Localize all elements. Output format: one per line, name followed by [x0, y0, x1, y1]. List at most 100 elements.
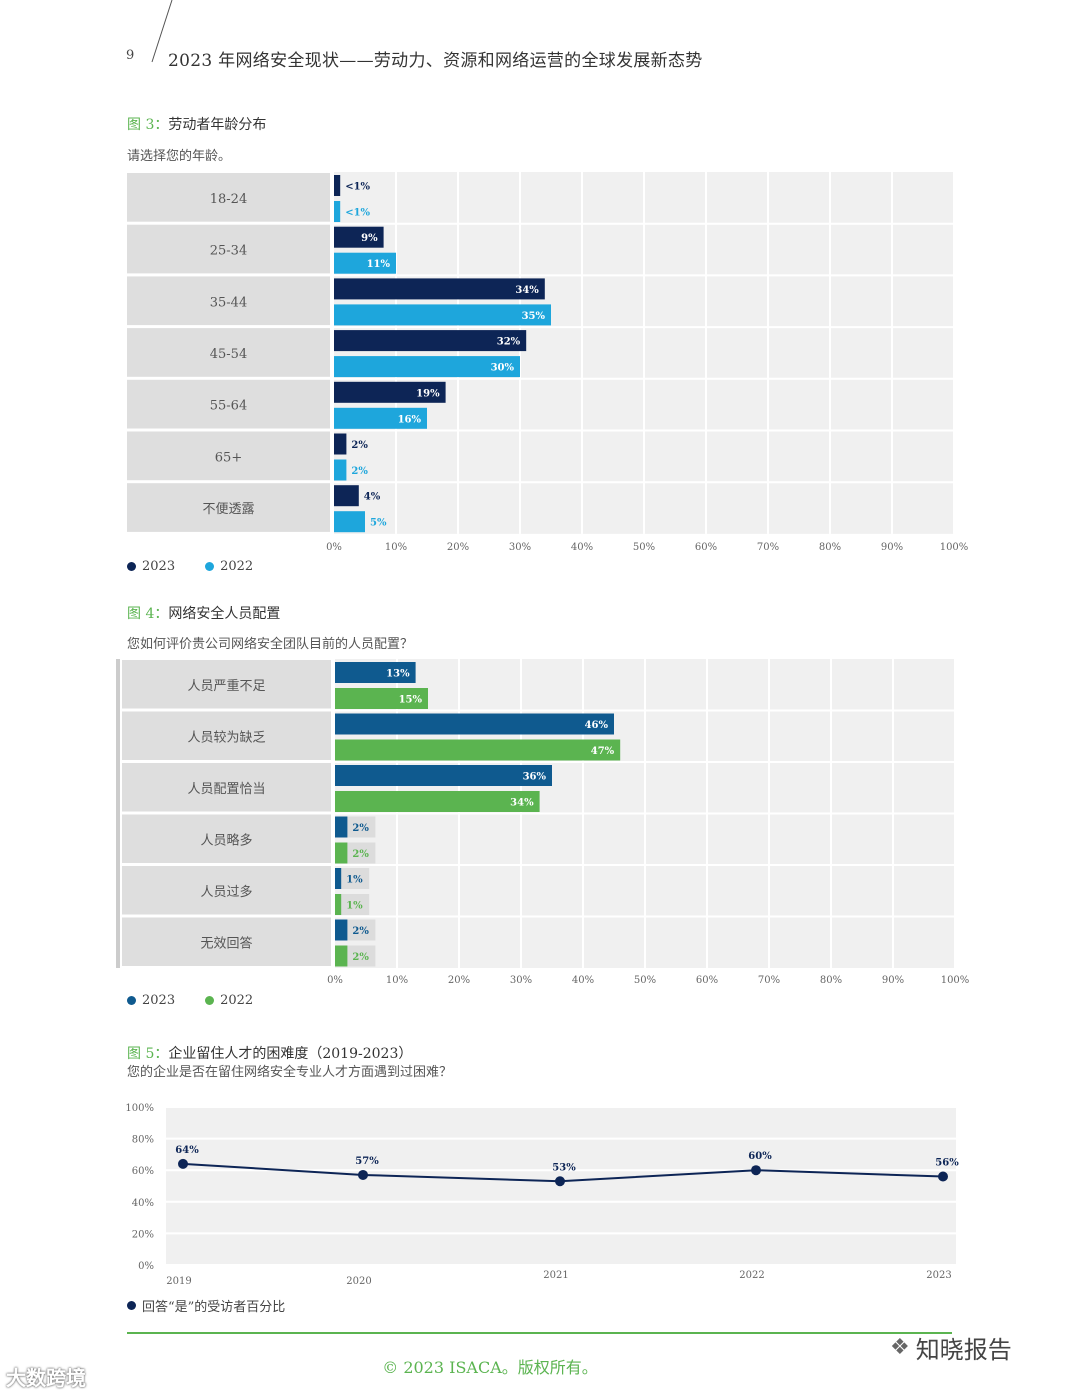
x-tick-label: 80% [819, 542, 841, 553]
data-label-2023: <1% [345, 182, 370, 193]
bar-2023 [335, 868, 342, 889]
x-tick-label: 60% [696, 975, 718, 986]
x-tick-label: 2023 [926, 1270, 951, 1281]
fig3-heading: 图 3：劳动者年龄分布 [127, 114, 266, 134]
data-label-2022: 35% [522, 311, 546, 322]
fig4-title: 网络安全人员配置 [168, 606, 281, 622]
category-label: 55-64 [210, 399, 247, 414]
data-label-2023: 2% [352, 823, 369, 834]
bar-2022 [335, 842, 348, 864]
category-box [127, 173, 330, 222]
bar-2023 [335, 919, 348, 941]
data-label-2023: 46% [585, 720, 609, 731]
y-tick-label: 0% [138, 1261, 154, 1272]
bar-2022 [335, 739, 621, 761]
bar-2022 [334, 511, 365, 533]
y-tick-label: 60% [132, 1166, 154, 1177]
x-tick-label: 20% [448, 975, 470, 986]
fig3-legend: 2023 2022 [127, 559, 253, 574]
category-box [122, 711, 331, 760]
data-label-2023: 32% [497, 337, 521, 348]
page-number: 9 [126, 48, 135, 63]
x-tick-label: 2019 [166, 1276, 191, 1287]
data-label-2022: 2% [352, 952, 369, 963]
category-label: 人员略多 [200, 832, 252, 848]
fig5-label: 图 5： [127, 1046, 169, 1062]
x-tick-label: 50% [634, 975, 656, 986]
bar-2022 [334, 459, 347, 481]
data-label-2022: 16% [398, 414, 422, 425]
legend-dot-yes [127, 1301, 136, 1310]
x-tick-label: 40% [571, 542, 593, 553]
copyright: © 2023 ISACA。版权所有。 [382, 1358, 598, 1377]
category-label: 25-34 [210, 244, 247, 259]
category-label: 人员配置恰当 [187, 782, 265, 797]
x-tick-label: 2020 [346, 1276, 371, 1287]
bar-2023 [335, 816, 348, 838]
data-point [555, 1176, 565, 1187]
y-tick-label: 100% [125, 1103, 154, 1114]
data-point [938, 1171, 948, 1182]
category-box [127, 483, 330, 532]
data-label-2023: 2% [352, 926, 369, 937]
label-shadow [335, 894, 370, 915]
data-label-2023: 9% [361, 233, 378, 244]
bar-2022 [334, 252, 396, 274]
data-label: 57% [355, 1156, 379, 1167]
x-tick-label: 90% [882, 975, 904, 986]
x-tick-label: 80% [820, 975, 842, 986]
bar-2023 [334, 330, 527, 352]
category-box [122, 763, 331, 812]
y-tick-label: 80% [132, 1135, 154, 1146]
data-label-2022: 15% [399, 695, 423, 706]
header-slash [151, 0, 173, 63]
legend-label-2022: 2022 [220, 993, 254, 1008]
category-box [127, 276, 330, 326]
category-label: 无效回答 [200, 935, 252, 951]
x-tick-label: 30% [510, 975, 532, 986]
data-label: 56% [935, 1158, 959, 1169]
data-label-2023: 1% [346, 875, 363, 886]
x-tick-label: 50% [633, 542, 655, 553]
bar-2022 [335, 688, 428, 709]
data-label-2023: 4% [364, 492, 381, 503]
x-tick-label: 60% [695, 542, 717, 553]
legend-dot-2023 [127, 562, 136, 571]
data-label-2023: 13% [386, 669, 410, 680]
bar-2022 [335, 894, 342, 915]
bar-2023 [334, 485, 359, 507]
bar-2023 [334, 175, 341, 196]
data-point [358, 1169, 368, 1180]
fig5-chart: 0% 20% 40% 60% 80% 100% 2019 2020 2021 2022 2023 64… [125, 1103, 959, 1287]
data-label-2022: 1% [346, 901, 363, 912]
footer-divider [127, 1332, 952, 1334]
bar-2022 [334, 304, 551, 326]
x-tick-label: 0% [326, 542, 342, 553]
legend-label-2022: 2022 [220, 559, 254, 574]
data-label: 60% [748, 1151, 772, 1162]
x-tick-label: 10% [386, 975, 408, 986]
category-box [122, 660, 331, 709]
data-label-2022: 5% [370, 518, 387, 529]
bar-2023 [334, 278, 545, 300]
category-box [127, 224, 330, 274]
legend-label-2023: 2023 [142, 993, 176, 1008]
x-tick-label: 0% [327, 975, 343, 986]
category-label: 18-24 [210, 192, 247, 207]
data-label-2022: 47% [591, 746, 615, 757]
watermark-left: 大数跨境 [6, 1362, 86, 1391]
x-tick-label: 30% [509, 542, 531, 553]
category-box [127, 431, 330, 481]
y-tick-label: 40% [132, 1198, 154, 1209]
category-label: 35-44 [210, 295, 247, 310]
data-label-2022: 34% [510, 798, 534, 809]
category-box [122, 814, 331, 863]
bar-2022 [335, 791, 540, 812]
x-tick-label: 100% [941, 975, 970, 986]
bar-2023 [334, 381, 446, 403]
page-title: 2023 年网络安全现状——劳动力、资源和网络运营的全球发展新态势 [168, 51, 703, 71]
data-label-2022: <1% [345, 208, 370, 219]
fig3-subtitle: 请选择您的年龄。 [127, 149, 232, 164]
fig3-title: 劳动者年龄分布 [168, 117, 267, 133]
legend-dot-2022 [205, 996, 215, 1005]
